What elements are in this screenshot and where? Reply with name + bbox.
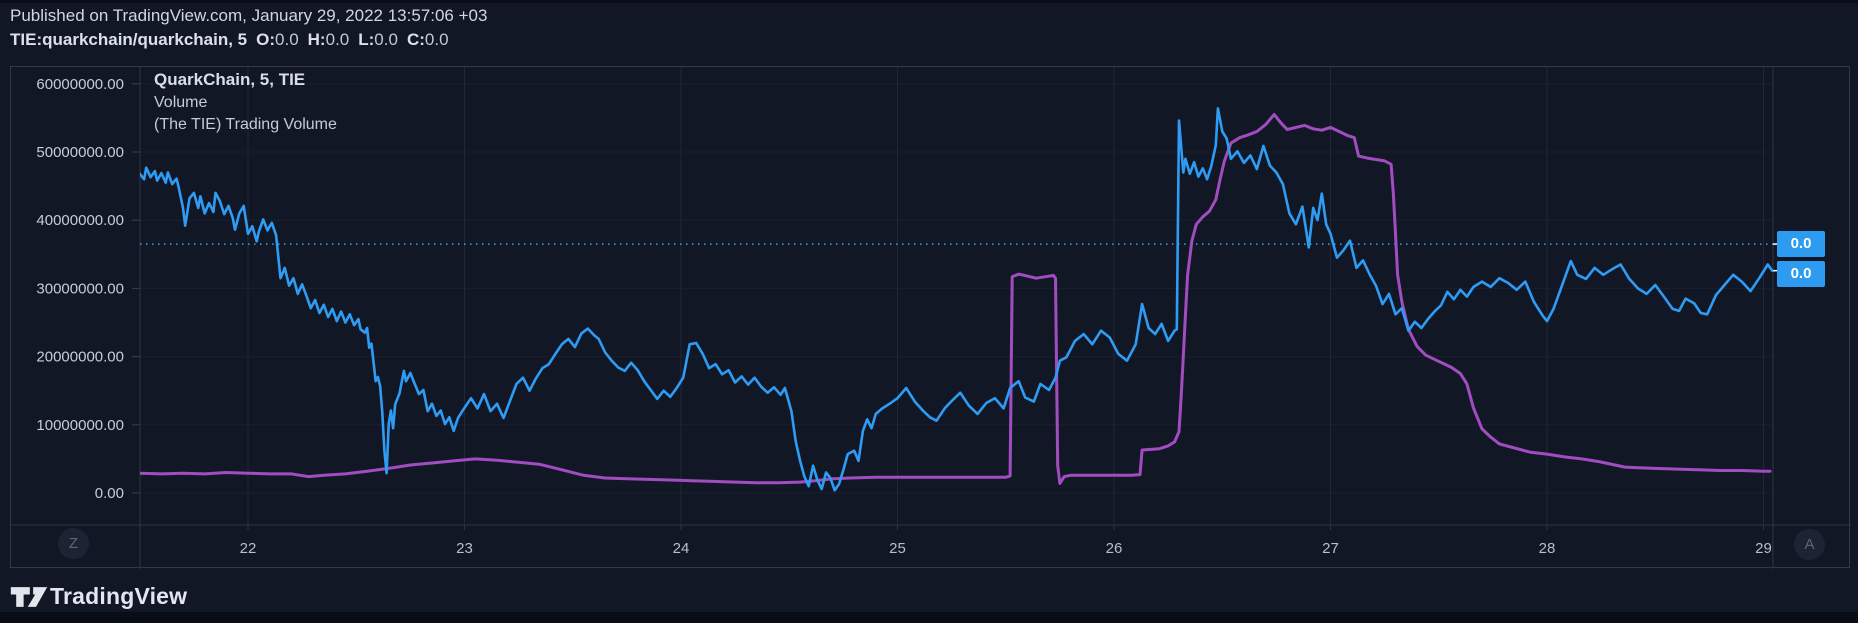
y-axis-label: 40000000.00 xyxy=(36,212,124,229)
low-value: 0.0 xyxy=(374,30,398,49)
high-label: H: xyxy=(307,30,326,49)
x-axis-label: 26 xyxy=(1106,540,1123,557)
price-label-lower: 0.0 xyxy=(1777,261,1825,287)
x-axis-label: 22 xyxy=(240,540,257,557)
open-label: O: xyxy=(256,30,276,49)
x-axis-label: 25 xyxy=(889,540,906,557)
top-letterbox-strip xyxy=(0,0,1858,3)
a-badge: A xyxy=(1794,529,1825,560)
y-axis-label: 20000000.00 xyxy=(36,349,124,366)
close-label: C: xyxy=(406,30,425,49)
high-value: 0.0 xyxy=(325,30,350,49)
x-axis-label: 29 xyxy=(1755,540,1772,557)
low-label: L: xyxy=(358,30,375,49)
price-label-upper: 0.0 xyxy=(1777,231,1825,257)
symbol-ohlc-row: TIE:quarkchain/quarkchain, 5 O:0.0 H:0.0 L:… xyxy=(10,30,449,50)
x-axis-label: 27 xyxy=(1322,540,1339,557)
open-value: 0.0 xyxy=(275,30,299,49)
x-axis-label: 23 xyxy=(456,540,473,557)
y-axis-label: 30000000.00 xyxy=(36,280,124,297)
z-badge: Z xyxy=(58,528,89,559)
published-line: Published on TradingView.com, January 29… xyxy=(10,6,488,25)
x-axis-label: 24 xyxy=(673,540,690,557)
x-axis-label: 28 xyxy=(1539,540,1556,557)
y-axis-label: 10000000.00 xyxy=(36,417,124,434)
symbol-name: TIE:quarkchain/quarkchain, 5 xyxy=(10,30,248,49)
tradingview-logo-icon[interactable] xyxy=(10,584,48,610)
tie-trading-volume-series-line xyxy=(140,113,1772,485)
y-axis-label: 60000000.00 xyxy=(36,76,124,93)
bottom-letterbox-strip xyxy=(0,612,1858,623)
chart-pane: 0.00 10000000.00 20000000.00 30000000.00 400… xyxy=(10,66,1851,569)
chart-canvas: 0.00 10000000.00 20000000.00 30000000.00 400… xyxy=(11,67,1851,569)
volume-series-line xyxy=(140,107,1773,492)
close-value: 0.0 xyxy=(424,30,449,49)
y-axis-label: 50000000.00 xyxy=(36,144,124,161)
y-axis-label: 0.00 xyxy=(95,485,124,502)
tradingview-brand-text[interactable]: TradingView xyxy=(50,583,188,609)
